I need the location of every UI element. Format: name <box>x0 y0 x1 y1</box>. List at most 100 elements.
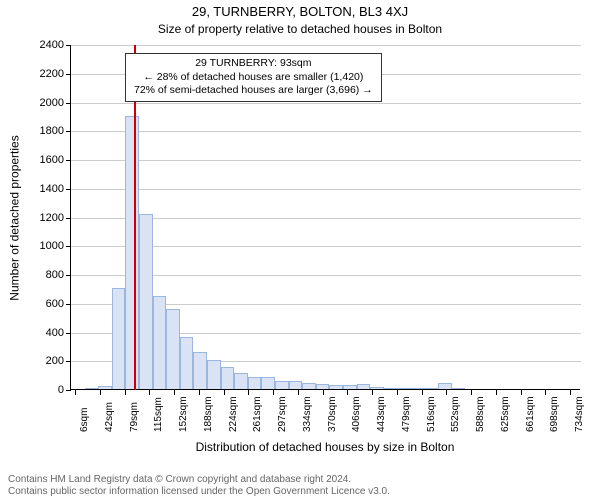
gridline <box>71 45 581 46</box>
histogram-bar <box>166 309 180 390</box>
chart-container: 29, TURNBERRY, BOLTON, BL3 4XJ Size of p… <box>0 0 600 500</box>
ytick-mark <box>66 304 71 305</box>
histogram-bar <box>153 296 167 389</box>
ytick-mark <box>66 189 71 190</box>
histogram-bar <box>289 381 303 389</box>
histogram-bar <box>370 387 384 389</box>
xtick-mark <box>521 390 522 395</box>
histogram-bar <box>221 367 235 389</box>
xtick-mark <box>570 390 571 395</box>
histogram-bar <box>425 388 439 389</box>
xtick-label: 406sqm <box>351 396 362 432</box>
xtick-mark <box>248 390 249 395</box>
ytick-label: 2400 <box>24 39 64 51</box>
histogram-bar <box>248 377 262 389</box>
ytick-mark <box>66 275 71 276</box>
histogram-bar <box>316 384 330 389</box>
histogram-bar <box>139 214 153 389</box>
histogram-bar <box>357 384 371 389</box>
xtick-label: 370sqm <box>327 396 338 432</box>
footer-attribution: Contains HM Land Registry data © Crown c… <box>8 474 390 498</box>
histogram-bar <box>452 388 466 389</box>
xtick-mark <box>323 390 324 395</box>
x-axis-label: Distribution of detached houses by size … <box>70 440 580 454</box>
ytick-mark <box>66 246 71 247</box>
ytick-label: 800 <box>24 269 64 281</box>
xtick-mark <box>545 390 546 395</box>
xtick-mark <box>125 390 126 395</box>
xtick-label: 552sqm <box>450 396 461 432</box>
xtick-label: 443sqm <box>376 396 387 432</box>
histogram-bar <box>438 383 452 389</box>
annotation-line: 72% of semi-detached houses are larger (… <box>134 84 373 98</box>
xtick-label: 261sqm <box>252 396 263 432</box>
xtick-mark <box>224 390 225 395</box>
xtick-label: 42sqm <box>104 402 115 432</box>
xtick-label: 152sqm <box>178 396 189 432</box>
xtick-mark <box>174 390 175 395</box>
ytick-label: 1800 <box>24 125 64 137</box>
histogram-bar <box>180 337 194 389</box>
xtick-label: 479sqm <box>401 396 412 432</box>
histogram-bar <box>343 385 357 389</box>
footer-line1: Contains HM Land Registry data © Crown c… <box>8 474 390 486</box>
xtick-label: 698sqm <box>549 396 560 432</box>
histogram-bar <box>112 288 126 389</box>
footer-line2: Contains public sector information licen… <box>8 486 390 498</box>
histogram-bar <box>207 360 221 389</box>
histogram-bar <box>411 388 425 389</box>
gridline <box>71 131 581 132</box>
histogram-bar <box>98 386 112 389</box>
xtick-mark <box>75 390 76 395</box>
gridline <box>71 103 581 104</box>
xtick-label: 625sqm <box>500 396 511 432</box>
ytick-mark <box>66 74 71 75</box>
ytick-label: 1200 <box>24 212 64 224</box>
ytick-label: 0 <box>24 384 64 396</box>
histogram-bar <box>234 373 248 389</box>
plot-area: 0200400600800100012001400160018002000220… <box>70 45 580 390</box>
xtick-label: 6sqm <box>79 408 90 432</box>
xtick-mark <box>496 390 497 395</box>
ytick-label: 2000 <box>24 97 64 109</box>
xtick-label: 588sqm <box>475 396 486 432</box>
gridline <box>71 189 581 190</box>
xtick-mark <box>298 390 299 395</box>
ytick-label: 600 <box>24 298 64 310</box>
ytick-label: 1400 <box>24 183 64 195</box>
xtick-mark <box>397 390 398 395</box>
y-axis-label: Number of detached properties <box>8 45 22 390</box>
ytick-mark <box>66 390 71 391</box>
histogram-bar <box>275 381 289 389</box>
xtick-mark <box>273 390 274 395</box>
ytick-mark <box>66 361 71 362</box>
histogram-bar <box>193 352 207 389</box>
xtick-mark <box>422 390 423 395</box>
ytick-mark <box>66 131 71 132</box>
ytick-label: 200 <box>24 355 64 367</box>
histogram-bar <box>125 116 139 389</box>
xtick-mark <box>471 390 472 395</box>
xtick-label: 334sqm <box>302 396 313 432</box>
ytick-label: 400 <box>24 327 64 339</box>
xtick-label: 734sqm <box>574 396 585 432</box>
xtick-label: 115sqm <box>153 397 164 432</box>
ytick-mark <box>66 218 71 219</box>
ytick-mark <box>66 160 71 161</box>
xtick-label: 297sqm <box>277 396 288 432</box>
histogram-bar <box>85 388 99 389</box>
xtick-label: 79sqm <box>129 402 140 432</box>
chart-subtitle: Size of property relative to detached ho… <box>0 22 600 36</box>
ytick-mark <box>66 333 71 334</box>
histogram-bar <box>302 383 316 389</box>
xtick-mark <box>199 390 200 395</box>
gridline <box>71 160 581 161</box>
histogram-bar <box>261 377 275 389</box>
ytick-mark <box>66 103 71 104</box>
ytick-mark <box>66 45 71 46</box>
ytick-label: 1600 <box>24 154 64 166</box>
page-title: 29, TURNBERRY, BOLTON, BL3 4XJ <box>0 4 600 19</box>
annotation-box: 29 TURNBERRY: 93sqm← 28% of detached hou… <box>125 53 382 102</box>
histogram-bar <box>384 388 398 389</box>
xtick-label: 224sqm <box>228 396 239 432</box>
